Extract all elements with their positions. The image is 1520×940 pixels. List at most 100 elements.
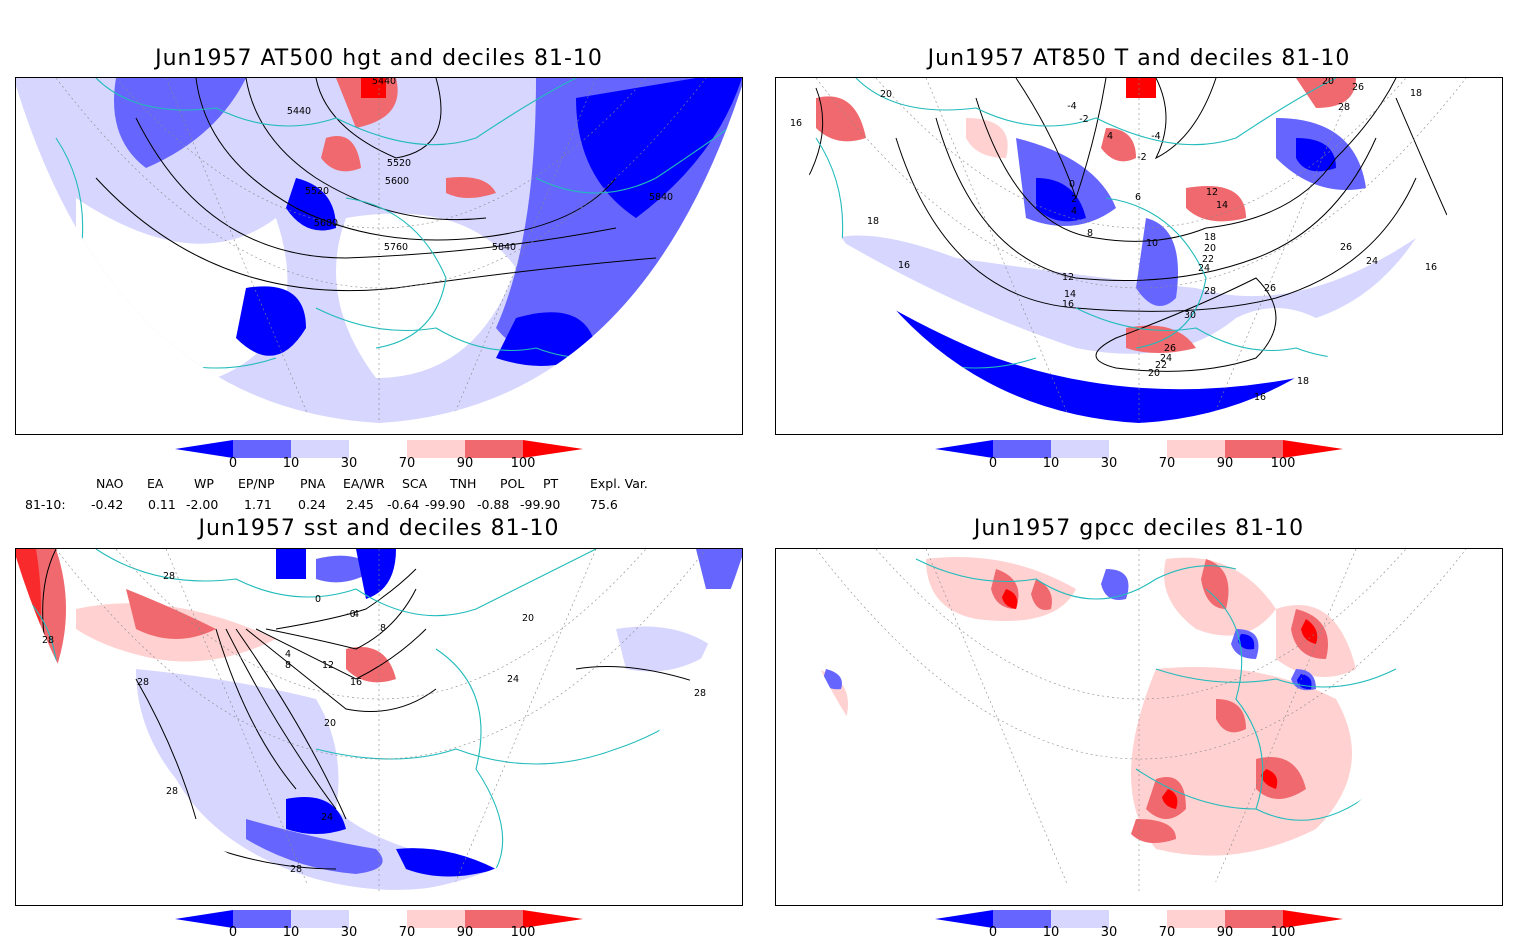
contour-label: 20 <box>522 613 534 624</box>
contour-label: -4 <box>1151 131 1160 142</box>
contour-label: 26 <box>1340 242 1352 253</box>
contour-label: 5840 <box>649 192 673 203</box>
contour-label: 26 <box>1164 343 1176 354</box>
colorbar-tick: 70 <box>398 925 416 940</box>
contour-label: 5840 <box>492 242 516 253</box>
index-header: POL <box>500 476 525 491</box>
colorbar-2: 0 10 30 70 90 100 <box>935 440 1345 476</box>
contour-label: -4 <box>1067 101 1076 112</box>
contour-label: 0 <box>1069 179 1075 190</box>
map-gpcc <box>775 548 1503 906</box>
colorbar-tick: 70 <box>398 456 416 471</box>
contour-label: 24 <box>1366 256 1378 267</box>
colorbar-tick: 10 <box>282 925 300 940</box>
contour-label: 18 <box>1297 376 1309 387</box>
colorbar-swatch <box>291 910 349 928</box>
contour-label: 22 <box>1155 360 1167 371</box>
colorbar-3: 0 10 30 70 90 100 <box>175 910 585 940</box>
contour-label: 28 <box>290 864 302 875</box>
contour-label: 12 <box>322 660 334 671</box>
colorbar-tick: 10 <box>1042 925 1060 940</box>
index-value: 0.24 <box>298 497 326 512</box>
index-value: 75.6 <box>590 497 618 512</box>
contour-label: 26 <box>1264 283 1276 294</box>
contour-label: 16 <box>898 260 910 271</box>
colorbar-swatch <box>523 910 583 928</box>
contour-label: 8 <box>285 660 291 671</box>
contour-label: 10 <box>1146 238 1158 249</box>
colorbar-swatch <box>1225 440 1283 458</box>
contour-label: 5680 <box>314 218 338 229</box>
contour-label: 5520 <box>305 186 329 197</box>
index-value: -0.64 <box>387 497 420 512</box>
contour-label: 8 <box>380 623 386 634</box>
colorbar-tick: 30 <box>340 456 358 471</box>
colorbar-swatch <box>291 440 349 458</box>
map-sst: 28 28 28 28 0 -0 4 8 12 16 20 20 24 24 2… <box>15 548 743 906</box>
contour-label: 5600 <box>385 176 409 187</box>
contour-label: 28 <box>137 677 149 688</box>
panel-title-sst: Jun1957 sst and deciles 81-10 <box>198 516 560 541</box>
contour-label: 28 <box>166 786 178 797</box>
colorbar-tick: 90 <box>456 925 474 940</box>
colorbar-swatch <box>1051 910 1109 928</box>
contour-label: 4 <box>1071 206 1077 217</box>
colorbar-tick: 90 <box>456 456 474 471</box>
contour-label: 20 <box>880 89 892 100</box>
colorbar-swatch <box>1109 440 1167 458</box>
contour-label: 20 <box>1204 243 1216 254</box>
colorbar-tick: 90 <box>1216 925 1234 940</box>
colorbar-1: 0 10 30 70 90 100 <box>175 440 585 476</box>
contour-label: 24 <box>1198 263 1210 274</box>
contour-label: 28 <box>1338 102 1350 113</box>
contour-label: 4 <box>285 649 291 660</box>
colorbar-swatch <box>175 910 233 928</box>
colorbar-tick: 30 <box>1100 925 1118 940</box>
contour-label: 5440 <box>287 106 311 117</box>
contour-label: 20 <box>324 718 336 729</box>
index-value: -2.00 <box>186 497 219 512</box>
contour-label: 28 <box>163 571 175 582</box>
contour-label: 26 <box>1352 82 1364 93</box>
contour-label: 24 <box>321 812 333 823</box>
contour-label: 16 <box>1254 392 1266 403</box>
colorbar-tick: 100 <box>510 925 536 940</box>
index-header: NAO <box>96 476 124 491</box>
colorbar-4: 0 10 30 70 90 100 <box>935 910 1345 940</box>
contour-label: 28 <box>1204 286 1216 297</box>
colorbar-swatch <box>1283 440 1343 458</box>
map-hgt500: 5440 5440 5520 5520 5600 5680 5760 5840 … <box>15 77 743 435</box>
colorbar-swatch <box>1167 440 1225 458</box>
contour-label: 5760 <box>384 242 408 253</box>
contour-label: -2 <box>1079 114 1088 125</box>
panel-title-t850: Jun1957 AT850 T and deciles 81-10 <box>927 46 1351 71</box>
contour-label: 24 <box>507 674 519 685</box>
contour-label: 2 <box>1071 194 1077 205</box>
index-value: 0.11 <box>148 497 176 512</box>
colorbar-tick: 70 <box>1158 925 1176 940</box>
colorbar-swatch <box>993 440 1051 458</box>
contour-label: 5520 <box>387 158 411 169</box>
index-header: EA/WR <box>343 476 385 491</box>
contour-label: 12 <box>1062 272 1074 283</box>
colorbar-tick: 0 <box>228 925 238 940</box>
colorbar-tick: 0 <box>988 456 998 471</box>
contour-label: 28 <box>42 635 54 646</box>
panel-title-hgt500: Jun1957 AT500 hgt and deciles 81-10 <box>155 46 603 71</box>
index-header: PT <box>543 476 559 491</box>
index-header: TNH <box>450 476 477 491</box>
contour-label: -2 <box>1137 152 1146 163</box>
contour-label: 18 <box>867 216 879 227</box>
colorbar-tick: 100 <box>1270 925 1296 940</box>
index-value: 1.71 <box>244 497 272 512</box>
contour-label: 0 <box>315 594 321 605</box>
colorbar-swatch <box>993 910 1051 928</box>
colorbar-swatch <box>1167 910 1225 928</box>
index-header: PNA <box>300 476 326 491</box>
index-value: -0.42 <box>91 497 124 512</box>
contour-label: 30 <box>1184 310 1196 321</box>
contour-label: -0 <box>346 609 355 620</box>
colorbar-swatch <box>465 440 523 458</box>
panel-title-gpcc: Jun1957 gpcc deciles 81-10 <box>973 516 1305 541</box>
index-value: -99.90 <box>425 497 466 512</box>
